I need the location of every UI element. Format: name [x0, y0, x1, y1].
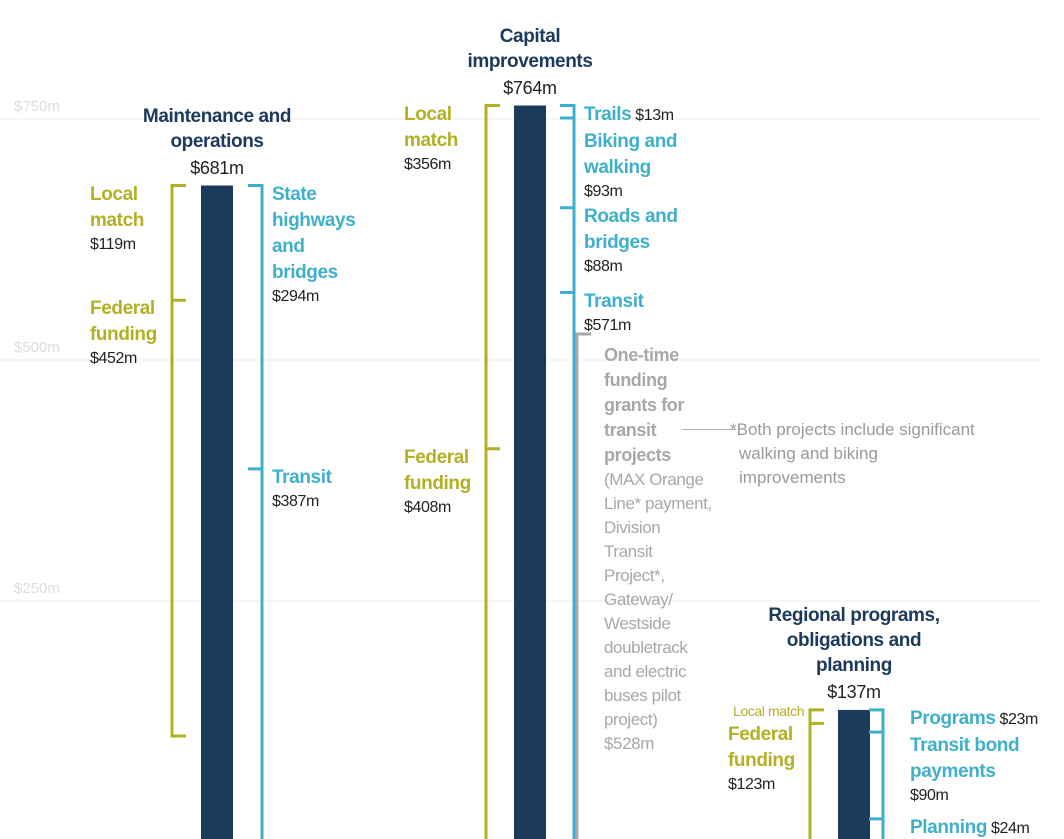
- label-value: $452m: [90, 350, 137, 368]
- label-name: Local match: [90, 183, 144, 231]
- label-value: $387m: [272, 492, 319, 510]
- uses-label: Transit bond payments $90m: [910, 733, 1040, 807]
- label-value: $123m: [728, 775, 775, 793]
- uses-label: Planning $24m: [910, 815, 1030, 839]
- sources-bracket: [170, 184, 186, 301]
- sources-label: Federal funding $123m: [728, 722, 804, 796]
- label-name: Roads and bridges: [584, 205, 678, 253]
- label-value: $408m: [404, 498, 451, 516]
- uses-label: State highways and bridges $294m: [272, 182, 368, 308]
- label-value: $571m: [584, 316, 631, 334]
- sources-bracket: [484, 447, 500, 839]
- label-value: $294m: [272, 287, 319, 305]
- sources-bracket: [170, 298, 186, 738]
- label-name: Programs: [910, 707, 996, 729]
- uses-label: Transit $571m: [584, 289, 688, 337]
- group-title: Maintenance and operations: [142, 105, 292, 152]
- label-value: $93m: [584, 182, 623, 200]
- uses-label: Trails $13m: [584, 102, 674, 128]
- label-value: $119m: [90, 235, 136, 253]
- uses-bracket: [869, 817, 885, 839]
- grants-detail: (MAX Orange Line* payment, Division Tran…: [604, 469, 712, 729]
- sources-label: Local match $356m: [404, 102, 480, 176]
- group-title: Capital improvements: [467, 25, 593, 72]
- uses-label: Roads and bridges $88m: [584, 204, 688, 278]
- sources-label: Federal funding $408m: [404, 445, 480, 519]
- sources-label: Local match $119m: [90, 182, 166, 256]
- label-name: Planning: [910, 816, 988, 838]
- bar: [514, 105, 546, 839]
- label-name: Trails: [584, 103, 632, 125]
- uses-bracket: [560, 116, 576, 208]
- note: *Both projects include significant walki…: [730, 419, 975, 487]
- sources-bracket: [484, 104, 500, 449]
- total-label: $764m: [503, 77, 557, 98]
- grants-value: $528m: [604, 733, 654, 753]
- label-name: Federal funding: [90, 298, 157, 346]
- grants-label: One-time funding grants for transit proj…: [604, 343, 712, 756]
- uses-label: Programs $23m: [910, 706, 1038, 732]
- uses-bracket: [560, 206, 576, 293]
- uses-label: Biking and walking $93m: [584, 129, 688, 203]
- total-label: $137m: [827, 681, 881, 702]
- y-tick-label: $250m: [14, 580, 60, 597]
- grants-bracket: [575, 332, 591, 839]
- grants-name: One-time funding grants for transit proj…: [604, 344, 685, 465]
- y-tick-label: $750m: [14, 98, 60, 115]
- label-name: Local match: [733, 702, 805, 719]
- sources-label: Local match: [733, 702, 804, 721]
- label-name: Transit: [584, 290, 644, 312]
- label-name: Transit bond payments: [910, 734, 1020, 782]
- label-name: Federal funding: [728, 723, 795, 771]
- sources-label: Federal funding $452m: [90, 296, 166, 370]
- uses-bracket: [248, 184, 264, 469]
- y-tick-label: $500m: [14, 339, 60, 356]
- label-value: $23m: [999, 710, 1039, 728]
- label-name: Federal funding: [404, 446, 471, 494]
- label-value: $356m: [404, 155, 451, 173]
- label-name: State highways and bridges: [272, 183, 356, 283]
- uses-bracket: [560, 104, 576, 119]
- group-title: Regional programs, obligations and plann…: [768, 604, 940, 676]
- uses-bracket: [869, 730, 885, 819]
- uses-label: Transit $387m: [272, 465, 368, 513]
- label-value: $90m: [910, 786, 949, 804]
- label-value: $13m: [635, 106, 674, 124]
- label-name: Biking and walking: [584, 130, 678, 178]
- total-label: $681m: [190, 157, 244, 178]
- uses-bracket: [248, 467, 264, 839]
- label-value: $24m: [991, 819, 1030, 837]
- uses-bracket: [869, 708, 885, 733]
- bar: [201, 185, 233, 839]
- label-value: $88m: [584, 257, 623, 275]
- sources-bracket: [808, 721, 824, 839]
- label-name: Local match: [404, 103, 458, 151]
- bar: [838, 709, 870, 839]
- uses-bracket: [560, 291, 576, 839]
- label-name: Transit: [272, 466, 332, 488]
- sources-bracket: [808, 708, 824, 724]
